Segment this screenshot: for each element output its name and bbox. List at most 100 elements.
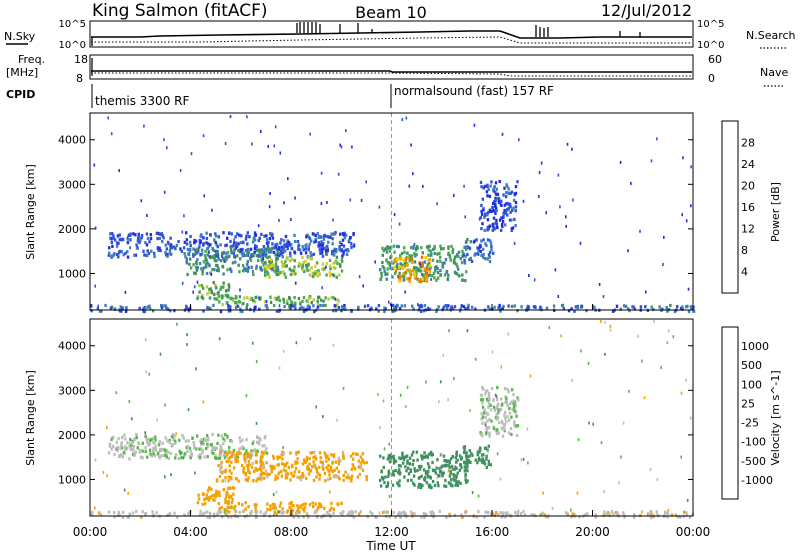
time-tick-label: 20:00 bbox=[575, 525, 610, 539]
echo-cell bbox=[483, 257, 487, 261]
echo-cell bbox=[117, 255, 120, 259]
echo-cell bbox=[318, 504, 321, 509]
echo-cell bbox=[120, 237, 123, 241]
echo-cell bbox=[318, 272, 321, 276]
echo-cell bbox=[383, 306, 386, 310]
echo-cell bbox=[225, 251, 228, 256]
echo-cell bbox=[464, 454, 468, 458]
echo-cell bbox=[242, 301, 245, 306]
colorbar-tick-label: 8 bbox=[741, 244, 748, 257]
echo-cell bbox=[230, 460, 233, 464]
echo-cell bbox=[415, 245, 419, 249]
echo-cell bbox=[309, 469, 313, 473]
echo-cell bbox=[490, 209, 493, 213]
echo-cell bbox=[434, 269, 437, 273]
echo-cell bbox=[265, 248, 268, 252]
echo-cell bbox=[274, 253, 277, 257]
echo-cell bbox=[440, 247, 443, 251]
echo-cell bbox=[189, 257, 192, 261]
echo-cell bbox=[392, 473, 396, 477]
echo-cell bbox=[231, 451, 235, 455]
echo-cell bbox=[399, 456, 403, 461]
echo-cell bbox=[302, 458, 306, 462]
echo-cell bbox=[431, 479, 435, 484]
echo-cell bbox=[388, 494, 391, 498]
echo-cell bbox=[295, 341, 298, 345]
echo-cell bbox=[464, 245, 467, 250]
echo-cell bbox=[195, 260, 198, 264]
echo-cell bbox=[217, 294, 221, 298]
range-tick-label: 1000 bbox=[58, 267, 86, 280]
echo-cell bbox=[649, 515, 653, 519]
echo-cell bbox=[513, 408, 516, 412]
echo-cell bbox=[439, 244, 442, 248]
echo-cell bbox=[489, 403, 492, 407]
echo-cell bbox=[192, 247, 195, 251]
echo-cell bbox=[660, 366, 662, 370]
echo-cell bbox=[232, 448, 236, 453]
echo-cell bbox=[310, 256, 314, 260]
echo-cell bbox=[354, 510, 357, 514]
echo-cell bbox=[565, 215, 567, 219]
echo-cell bbox=[298, 476, 301, 480]
echo-cell bbox=[540, 161, 543, 165]
echo-cell bbox=[149, 452, 152, 456]
echo-cell bbox=[440, 452, 443, 456]
echo-cell bbox=[230, 250, 233, 254]
echo-cell bbox=[488, 307, 492, 311]
echo-cell bbox=[231, 498, 234, 502]
echo-cell bbox=[262, 245, 266, 249]
echo-cell bbox=[182, 456, 185, 460]
echo-cell bbox=[511, 208, 514, 212]
echo-cell bbox=[398, 307, 402, 311]
echo-cell bbox=[487, 187, 490, 192]
echo-cell bbox=[308, 472, 311, 476]
echo-cell bbox=[469, 240, 472, 244]
echo-cell bbox=[425, 380, 427, 384]
echo-cell bbox=[112, 444, 115, 448]
echo-cell bbox=[416, 267, 420, 271]
nsearch-tick-high: 10^5 bbox=[697, 19, 724, 30]
echo-cell bbox=[271, 506, 274, 510]
echo-cell bbox=[164, 449, 167, 453]
echo-cell bbox=[465, 270, 468, 274]
echo-cell bbox=[206, 442, 209, 446]
echo-cell bbox=[255, 451, 258, 455]
echo-cell bbox=[247, 460, 250, 464]
echo-cell bbox=[237, 242, 240, 246]
echo-cell bbox=[400, 304, 403, 308]
echo-cell bbox=[152, 440, 155, 445]
echo-cell bbox=[406, 478, 410, 483]
echo-cell bbox=[432, 247, 435, 251]
echo-cell bbox=[206, 292, 209, 296]
echo-cell bbox=[236, 232, 239, 236]
echo-cell bbox=[274, 474, 277, 478]
echo-cell bbox=[226, 295, 229, 299]
echo-cell bbox=[144, 241, 147, 245]
echo-cell bbox=[185, 304, 188, 308]
echo-cell bbox=[388, 455, 392, 459]
echo-cell bbox=[401, 118, 404, 122]
echo-cell bbox=[566, 142, 569, 146]
echo-cell bbox=[322, 237, 326, 241]
echo-cell bbox=[649, 510, 653, 514]
echo-cell bbox=[340, 269, 344, 273]
echo-cell bbox=[377, 392, 379, 396]
echo-cell bbox=[491, 223, 494, 228]
echo-cell bbox=[264, 300, 267, 304]
echo-cell bbox=[222, 256, 225, 260]
echo-cell bbox=[320, 171, 323, 175]
echo-cell bbox=[258, 236, 261, 240]
echo-cell bbox=[290, 301, 294, 305]
echo-cell bbox=[429, 249, 432, 253]
echo-cell bbox=[510, 218, 513, 222]
echo-cell bbox=[212, 451, 215, 455]
echo-cell bbox=[183, 252, 186, 256]
echo-cell bbox=[487, 425, 491, 430]
echo-cell bbox=[278, 247, 281, 251]
echo-cell bbox=[667, 508, 670, 512]
echo-cell bbox=[284, 463, 287, 467]
echo-cell bbox=[249, 512, 252, 516]
echo-cell bbox=[168, 248, 172, 253]
echo-cell bbox=[244, 507, 248, 511]
